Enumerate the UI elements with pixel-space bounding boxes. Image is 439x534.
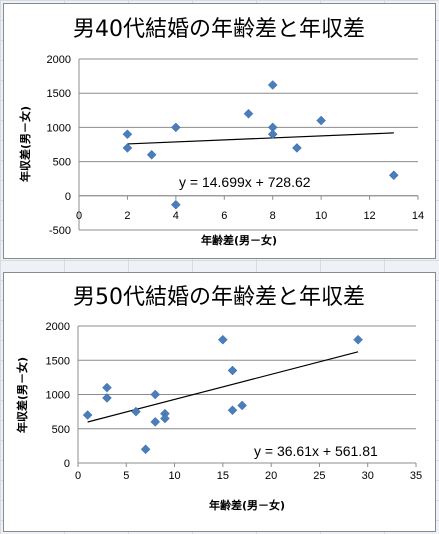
x-tick-label: 15 — [217, 470, 229, 482]
x-tick-label: 30 — [362, 470, 374, 482]
data-point — [140, 444, 151, 455]
chart-title: 男50代結婚の年齢差と年収差 — [73, 285, 365, 310]
data-point — [122, 143, 133, 153]
x-tick-label: 35 — [410, 470, 422, 482]
y-tick-label: 0 — [65, 191, 71, 203]
x-axis-label: 年齢差(男－女) — [201, 233, 277, 247]
chart-40s[interactable]: 男40代結婚の年齢差と年収差 -500 0 500 1000 1500 2000 0 2 4 6 8 1… — [3, 3, 436, 259]
x-tick-label: 2 — [124, 210, 130, 222]
chart-title: 男40代結婚の年齢差と年収差 — [73, 17, 365, 42]
y-tick-label: 1000 — [46, 390, 70, 402]
x-tick-label: 8 — [270, 210, 276, 222]
trendline-equation: y = 14.699x + 728.62 — [179, 174, 311, 190]
data-point — [122, 129, 133, 140]
y-tick-label: 1500 — [46, 355, 70, 367]
data-point — [218, 334, 228, 345]
y-tick-label: 500 — [53, 157, 71, 169]
trendline-equation: y = 36.61x + 561.81 — [254, 443, 378, 459]
chart-40s-svg: 男40代結婚の年齢差と年収差 -500 0 500 1000 1500 2000 0 2 4 6 8 1… — [18, 17, 424, 247]
y-axis-label: 年収差(男－女) — [18, 106, 32, 182]
x-tick-label: 14 — [412, 210, 424, 222]
data-point — [102, 393, 112, 403]
data-point — [171, 122, 181, 133]
x-tick-label: 10 — [168, 470, 180, 482]
x-tick-label: 5 — [123, 470, 129, 482]
y-tick-label: 1000 — [47, 122, 71, 134]
data-point — [267, 80, 278, 90]
data-point — [150, 389, 161, 400]
y-tick-label: -500 — [49, 225, 71, 237]
data-point — [316, 115, 326, 126]
y-axis-label: 年収差(男－女) — [15, 357, 29, 433]
data-point — [227, 365, 238, 376]
y-tick-label: 2000 — [47, 54, 71, 66]
data-point — [227, 405, 238, 416]
data-point — [82, 410, 93, 420]
x-tick-label: 12 — [363, 210, 375, 222]
y-tick-label: 0 — [64, 458, 70, 470]
data-point — [160, 413, 170, 424]
trendline — [127, 132, 394, 145]
data-point — [267, 129, 278, 140]
x-tick-label: 0 — [75, 470, 81, 482]
data-point — [102, 382, 112, 393]
chart-50s-svg: 男50代結婚の年齢差と年収差 0 500 1000 1500 2000 0 5 10 15 20 25… — [15, 285, 422, 512]
x-axis-label: 年齢差(男－女) — [209, 498, 285, 512]
x-tick-label: 4 — [173, 210, 179, 222]
x-tick-label: 6 — [221, 210, 227, 222]
y-tick-label: 2000 — [46, 321, 70, 333]
trendline — [87, 351, 359, 423]
data-point — [131, 406, 141, 417]
x-tick-label: 0 — [76, 210, 82, 222]
chart-50s[interactable]: 男50代結婚の年齢差と年収差 0 500 1000 1500 2000 0 5 10 15 20 25… — [3, 272, 436, 532]
y-tick-label: 1500 — [47, 88, 71, 100]
data-point — [150, 417, 161, 427]
data-point — [292, 143, 302, 153]
data-point — [353, 334, 363, 345]
x-tick-label: 20 — [265, 470, 277, 482]
x-tick-label: 25 — [313, 470, 325, 482]
y-tick-label: 500 — [52, 424, 70, 436]
data-point — [243, 108, 254, 119]
data-point — [388, 170, 399, 181]
x-tick-label: 10 — [315, 210, 327, 222]
data-point — [171, 199, 181, 210]
data-point — [237, 400, 248, 411]
data-point — [146, 149, 157, 160]
